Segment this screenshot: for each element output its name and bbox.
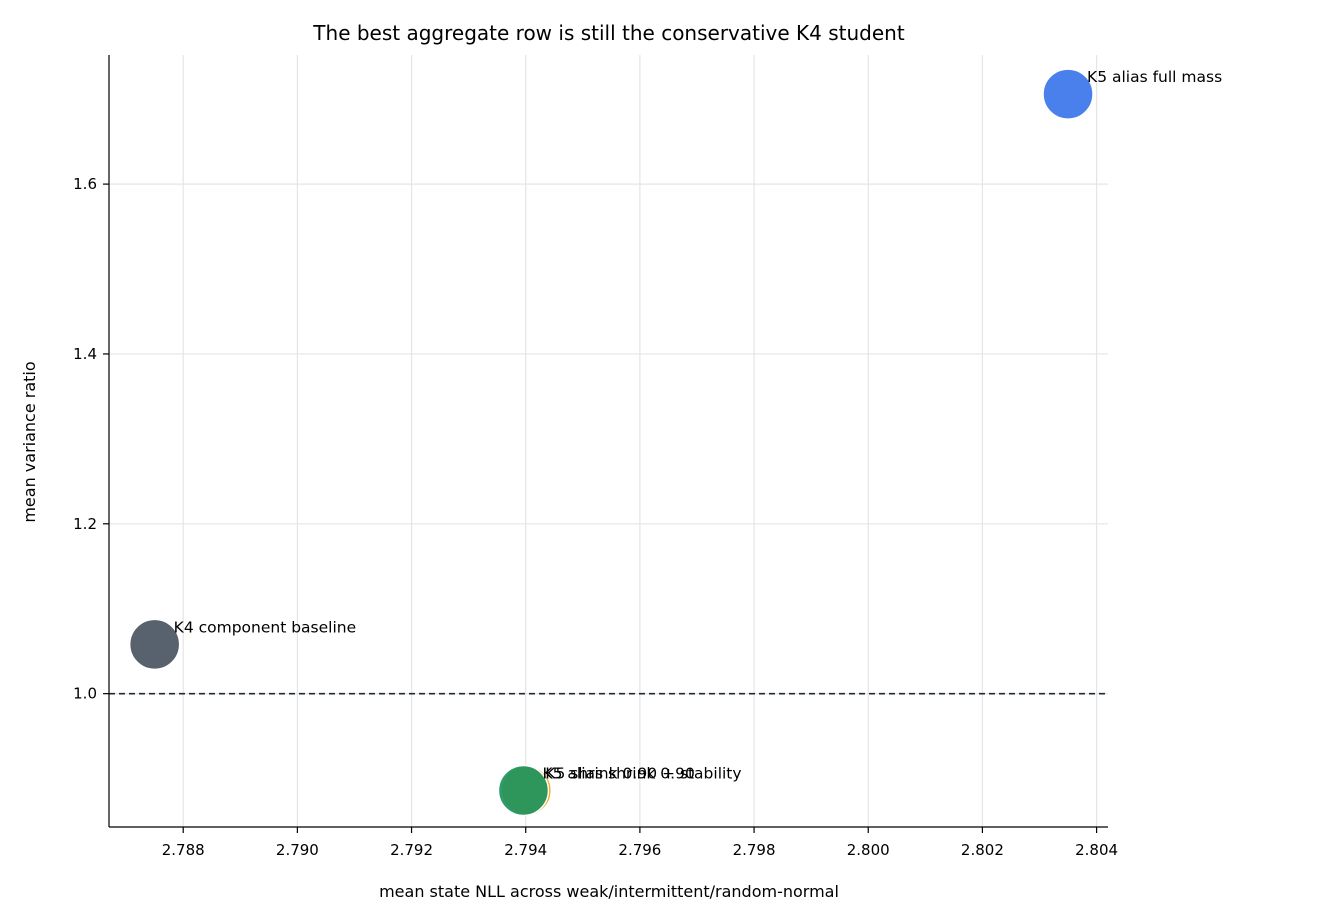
chart-title: The best aggregate row is still the cons… [312, 21, 905, 45]
x-tick-label: 2.804 [1075, 841, 1118, 859]
x-tick-label: 2.800 [847, 841, 890, 859]
x-tick-label: 2.790 [276, 841, 319, 859]
y-tick-label: 1.6 [73, 175, 97, 193]
x-tick-label: 2.788 [162, 841, 205, 859]
x-tick-label: 2.794 [504, 841, 547, 859]
data-point [1042, 68, 1094, 120]
y-tick-label: 1.0 [73, 685, 97, 703]
axes [108, 55, 1108, 828]
tick-group: 2.788 2.790 2.792 2.794 2.796 2.798 2.800 2.802… [73, 175, 1118, 859]
x-tick-label: 2.796 [618, 841, 661, 859]
y-tick-label: 1.4 [73, 345, 97, 363]
point-labels: K4 component baseline K5 alias full mass K… [174, 68, 1223, 782]
data-points [128, 68, 1094, 817]
y-axis-label: mean variance ratio [20, 361, 39, 522]
point-label: K5 alias shrink 0.90 [542, 764, 694, 782]
point-label: K5 shrink 0.90 + stability [545, 764, 741, 782]
point-label: K5 alias full mass [1087, 68, 1222, 86]
y-tick-label: 1.2 [73, 515, 97, 533]
x-tick-label: 2.798 [733, 841, 776, 859]
data-point [497, 764, 550, 817]
data-point [128, 618, 181, 671]
x-axis-label: mean state NLL across weak/intermittent/… [379, 882, 839, 901]
x-tick-label: 2.792 [390, 841, 433, 859]
x-tick-label: 2.802 [961, 841, 1004, 859]
point-label: K4 component baseline [174, 618, 357, 636]
grid [109, 55, 1108, 827]
